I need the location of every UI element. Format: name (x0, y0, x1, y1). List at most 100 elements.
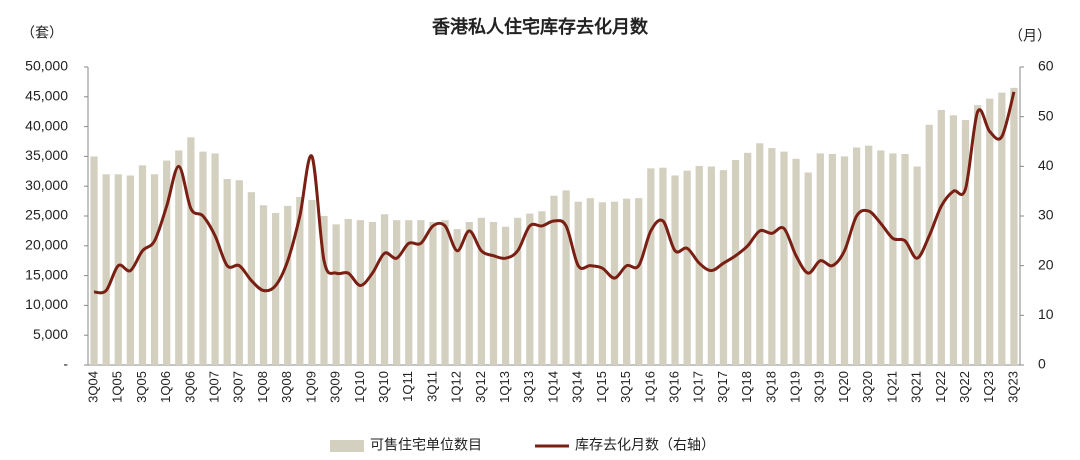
bar (877, 150, 885, 365)
bar (598, 202, 607, 365)
bar (223, 179, 231, 365)
bar (574, 201, 582, 365)
bar (114, 174, 122, 365)
bar (187, 137, 195, 365)
x-tick-label: 1Q20 (836, 371, 851, 403)
y-tick-label: 50,000 (25, 58, 68, 74)
x-tick-label: 3Q09 (328, 371, 343, 403)
x-tick-label: 1Q10 (352, 371, 367, 403)
bar (792, 158, 800, 365)
bar (356, 220, 364, 365)
bar (865, 145, 873, 365)
bar (828, 154, 837, 365)
bar (695, 165, 703, 365)
bar (514, 217, 522, 365)
x-tick-label: 1Q05 (110, 371, 125, 403)
y-tick-label: 15,000 (25, 266, 68, 282)
bar (719, 170, 728, 365)
y2-unit: （月） (1009, 28, 1051, 44)
bar (163, 160, 171, 365)
y2-tick-label: 60 (1038, 58, 1054, 74)
x-tick-label: 1Q12 (449, 371, 464, 403)
bar (284, 205, 292, 365)
bar (937, 109, 945, 365)
y-tick-label: 25,000 (25, 207, 68, 223)
y-tick-label: 20,000 (25, 237, 68, 253)
x-tick-label: 3Q16 (666, 371, 681, 403)
bar (768, 148, 776, 365)
y2-tick-label: 50 (1038, 107, 1054, 123)
x-tick-label: 1Q16 (642, 371, 657, 403)
legend-label: 可售住宅单位数目 (370, 437, 482, 453)
bar (175, 150, 183, 365)
bar (259, 205, 268, 365)
bar (925, 124, 933, 365)
legend-swatch (330, 440, 364, 452)
y2-tick-label: 30 (1038, 207, 1054, 223)
x-tick-label: 1Q17 (691, 371, 706, 403)
bar (538, 211, 546, 365)
bar (271, 213, 280, 365)
x-tick-label: 3Q05 (134, 371, 149, 403)
bar (804, 172, 812, 365)
x-tick-label: 3Q12 (473, 371, 488, 403)
x-tick-label: 1Q08 (255, 371, 270, 403)
x-tick-label: 1Q07 (207, 371, 222, 403)
bar (550, 195, 558, 365)
x-tick-label: 1Q22 (933, 371, 948, 403)
bar (102, 174, 110, 365)
bar (296, 196, 304, 365)
bar (332, 224, 340, 365)
legend-label: 库存去化月数（右轴） (575, 437, 715, 453)
x-tick-label: 3Q18 (763, 371, 778, 403)
bar (840, 156, 849, 365)
bar (441, 220, 449, 365)
x-tick-label: 1Q18 (739, 371, 754, 403)
x-tick-label: 1Q13 (497, 371, 512, 403)
x-tick-label: 1Q06 (158, 371, 173, 403)
bar (150, 174, 159, 365)
bar (647, 168, 655, 365)
bar (949, 115, 958, 365)
bar (344, 218, 352, 365)
bar (731, 159, 740, 365)
x-tick-label: 3Q07 (231, 371, 246, 403)
bar (368, 221, 377, 365)
bar (961, 120, 970, 365)
bar (1010, 87, 1018, 366)
bar (526, 213, 534, 365)
y-tick-label: 10,000 (25, 296, 68, 312)
x-tick-label: 3Q04 (85, 371, 100, 403)
bar (308, 199, 316, 365)
x-tick-label: 3Q19 (812, 371, 827, 403)
y-tick-label: 45,000 (25, 88, 68, 104)
bar (586, 198, 594, 365)
bar (477, 217, 486, 365)
bar (489, 221, 498, 365)
bar (562, 190, 570, 365)
y-tick-label: 5,000 (33, 326, 68, 342)
y-tick-label: 40,000 (25, 117, 68, 133)
bar (90, 156, 98, 365)
x-tick-label: 1Q19 (788, 371, 803, 403)
bar (429, 221, 437, 365)
x-tick-label: 1Q21 (884, 371, 899, 403)
bar (671, 175, 679, 365)
bar (974, 105, 982, 366)
bar (610, 201, 619, 365)
x-tick-label: 3Q22 (957, 371, 972, 403)
bar (320, 216, 328, 365)
x-tick-label: 1Q11 (400, 371, 415, 402)
x-tick-label: 3Q06 (182, 371, 197, 403)
x-tick-label: 1Q23 (981, 371, 996, 403)
x-tick-label: 1Q14 (545, 371, 560, 403)
y2-tick-label: 10 (1038, 306, 1054, 322)
bar (986, 98, 994, 365)
bar (417, 220, 425, 365)
x-tick-label: 3Q21 (909, 371, 924, 403)
bar (453, 229, 461, 365)
bar (707, 166, 715, 365)
line (93, 91, 1016, 295)
bar (756, 143, 764, 365)
